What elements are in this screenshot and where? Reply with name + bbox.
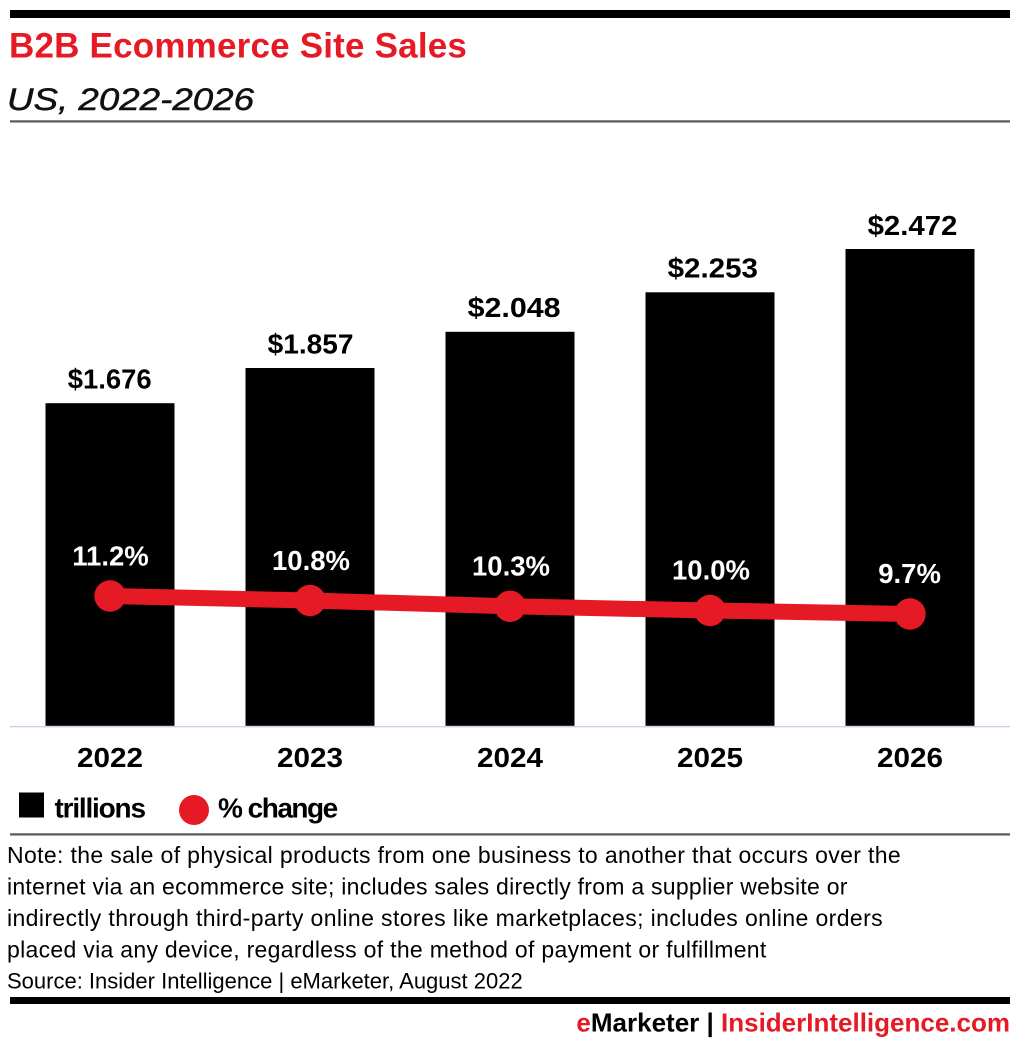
svg-text:$2.048: $2.048 [468, 292, 561, 323]
svg-text:10.0%: 10.0% [672, 555, 750, 586]
svg-text:2026: 2026 [877, 742, 943, 773]
svg-text:11.2%: 11.2% [72, 541, 148, 572]
svg-text:trillions: trillions [55, 792, 146, 823]
svg-text:10.8%: 10.8% [272, 545, 350, 576]
svg-text:internet via an ecommerce site: internet via an ecommerce site; includes… [7, 873, 848, 899]
svg-text:Source: Insider Intelligence |: Source: Insider Intelligence | eMarketer… [7, 969, 523, 994]
svg-text:$2.472: $2.472 [868, 210, 958, 241]
svg-text:US, 2022-2026: US, 2022-2026 [7, 81, 255, 117]
svg-text:indirectly through third-party: indirectly through third-party online st… [7, 905, 883, 931]
svg-text:$1.676: $1.676 [68, 364, 152, 395]
svg-text:2025: 2025 [677, 742, 743, 773]
svg-text:10.3%: 10.3% [472, 550, 550, 581]
svg-text:% change: % change [218, 792, 338, 823]
svg-text:B2B Ecommerce Site Sales: B2B Ecommerce Site Sales [9, 27, 467, 66]
svg-text:2024: 2024 [477, 742, 543, 773]
svg-text:2023: 2023 [277, 742, 343, 773]
svg-text:$1.857: $1.857 [268, 328, 354, 359]
svg-text:placed via any device, regardl: placed via any device, regardless of the… [7, 937, 767, 963]
svg-text:9.7%: 9.7% [878, 558, 941, 589]
svg-text:2022: 2022 [77, 742, 143, 773]
svg-text:Note: the sale of physical pro: Note: the sale of physical products from… [7, 842, 901, 868]
svg-text:eMarketer | InsiderIntelligenc: eMarketer | InsiderIntelligence.com [576, 1008, 1010, 1038]
svg-text:$2.253: $2.253 [668, 253, 758, 284]
